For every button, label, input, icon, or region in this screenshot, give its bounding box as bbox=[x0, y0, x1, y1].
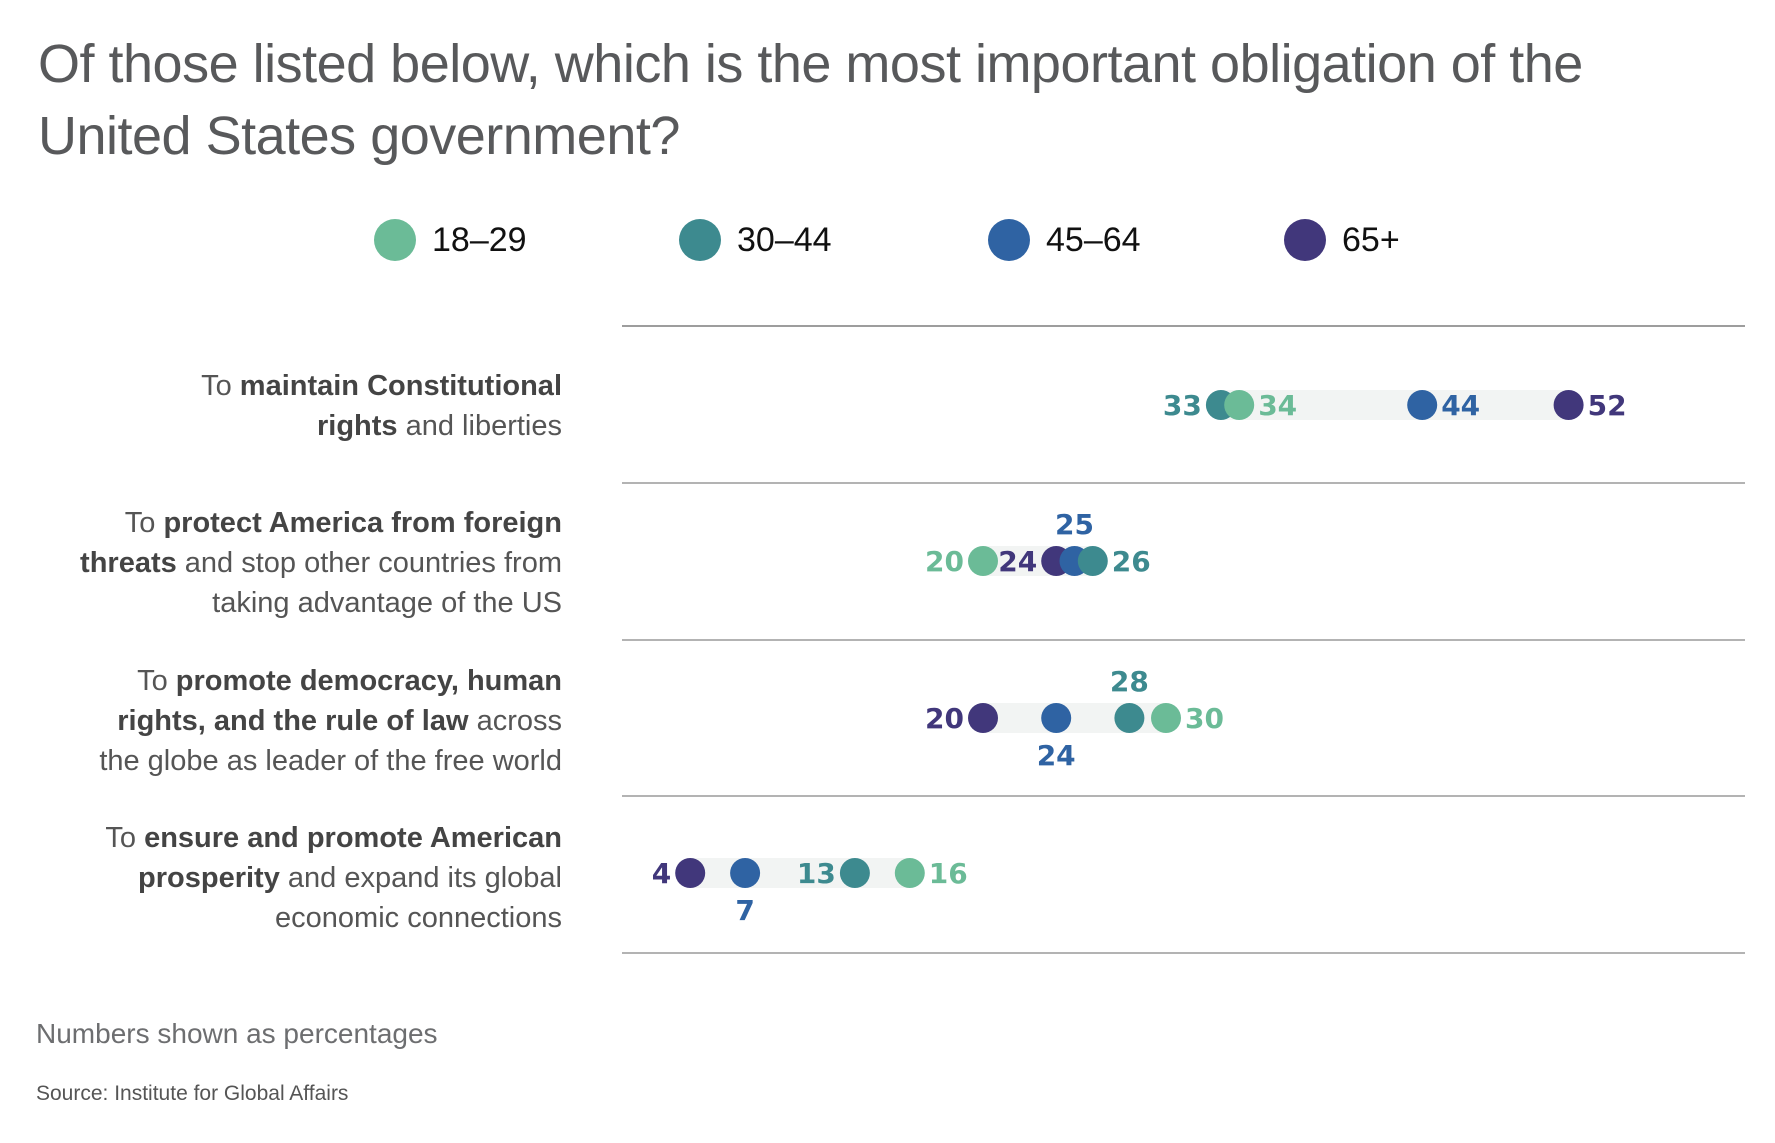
data-dot-18-29 bbox=[968, 546, 998, 576]
legend-label: 30–44 bbox=[737, 220, 832, 259]
data-label: 7 bbox=[735, 894, 754, 927]
row-label-bold-text: rights bbox=[317, 410, 398, 442]
data-dot-65- bbox=[675, 858, 706, 888]
row-label-line: rights, and the rule of law across bbox=[2, 701, 562, 741]
data-label: 25 bbox=[1055, 508, 1094, 541]
data-label: 20 bbox=[925, 702, 964, 735]
row-label-text: To bbox=[201, 370, 240, 402]
chart-title: Of those listed below, which is the most… bbox=[38, 28, 1688, 172]
row-label-bold-text: prosperity bbox=[138, 862, 280, 894]
source-note: Source: Institute for Global Affairs bbox=[36, 1082, 349, 1105]
row-label-line: prosperity and expand its global bbox=[2, 858, 562, 898]
row-label-line: To ensure and promote American bbox=[2, 818, 562, 858]
legend-dot-icon bbox=[988, 219, 1030, 261]
data-label: 52 bbox=[1588, 389, 1627, 422]
row-label-democracy: To promote democracy, human rights, and t… bbox=[2, 661, 562, 781]
row-label-text: across bbox=[468, 705, 562, 737]
data-dot-18-29 bbox=[894, 858, 925, 888]
row-label-line: To promote democracy, human bbox=[2, 661, 562, 701]
row-label-text: To bbox=[105, 822, 145, 854]
data-dot-30-44 bbox=[1114, 703, 1145, 733]
row-label-line: To maintain Constitutional bbox=[2, 366, 562, 406]
row-label-text: taking advantage of the US bbox=[212, 587, 562, 619]
data-dot-30-44 bbox=[1077, 546, 1108, 576]
legend-dot-icon bbox=[1284, 219, 1326, 261]
data-dot-18-29 bbox=[1224, 390, 1255, 420]
title-line-2: United States government? bbox=[38, 106, 680, 166]
row-label-line: rights and liberties bbox=[2, 406, 562, 446]
data-label: 4 bbox=[652, 857, 671, 890]
row-label-foreign-threats: To protect America from foreign threats a… bbox=[2, 503, 562, 623]
footnote: Numbers shown as percentages bbox=[36, 1018, 438, 1049]
title-line-1: Of those listed below, which is the most… bbox=[38, 34, 1583, 94]
data-label: 28 bbox=[1110, 665, 1149, 698]
data-dot-45-64 bbox=[1407, 390, 1438, 420]
row-label-text: economic connections bbox=[275, 902, 562, 934]
data-dot-45-64 bbox=[1041, 703, 1072, 733]
data-label: 20 bbox=[925, 545, 964, 578]
range-bar bbox=[690, 858, 910, 888]
data-dot-30-44 bbox=[839, 858, 870, 888]
data-label: 26 bbox=[1112, 545, 1151, 578]
row-label-bold-text: threats bbox=[80, 547, 177, 579]
row-label-prosperity: To ensure and promote American prosperity… bbox=[2, 818, 562, 938]
data-label: 24 bbox=[1037, 739, 1076, 772]
data-dot-65- bbox=[968, 703, 998, 733]
data-label: 13 bbox=[797, 857, 836, 890]
data-dot-65- bbox=[1553, 390, 1584, 420]
legend-label: 65+ bbox=[1342, 220, 1400, 259]
row-label-bold-text: ensure and promote American bbox=[144, 822, 562, 854]
data-label: 33 bbox=[1163, 389, 1202, 422]
legend-dot-icon bbox=[679, 219, 721, 261]
data-label: 24 bbox=[998, 545, 1037, 578]
row-label-text: and expand its global bbox=[279, 862, 562, 894]
row-label-line: taking advantage of the US bbox=[2, 583, 562, 623]
data-label: 44 bbox=[1441, 389, 1480, 422]
row-label-line: threats and stop other countries from bbox=[2, 543, 562, 583]
row-label-constitutional-rights: To maintain Constitutional rights and lib… bbox=[2, 366, 562, 446]
row-label-line: To protect America from foreign bbox=[2, 503, 562, 543]
row-label-line: economic connections bbox=[2, 898, 562, 938]
legend-item-30-44: 30–44 bbox=[679, 218, 832, 262]
row-label-line: the globe as leader of the free world bbox=[2, 741, 562, 781]
legend-dot-icon bbox=[374, 219, 416, 261]
row-label-text: the globe as leader of the free world bbox=[99, 745, 562, 777]
row-label-text: and stop other countries from bbox=[176, 547, 562, 579]
row-label-bold-text: rights, and the rule of law bbox=[117, 705, 469, 737]
row-label-bold-text: promote democracy, human bbox=[175, 665, 562, 697]
row-label-text: To bbox=[137, 665, 176, 697]
legend-label: 18–29 bbox=[432, 220, 527, 259]
legend-item-45-64: 45–64 bbox=[988, 218, 1141, 262]
data-dot-45-64 bbox=[730, 858, 761, 888]
row-label-bold-text: protect America from foreign bbox=[163, 507, 562, 539]
legend-label: 45–64 bbox=[1046, 220, 1141, 259]
row-label-text: and liberties bbox=[397, 410, 562, 442]
row-label-bold-text: maintain Constitutional bbox=[239, 370, 562, 402]
data-label: 34 bbox=[1258, 389, 1297, 422]
row-label-text: To bbox=[124, 507, 164, 539]
data-label: 16 bbox=[929, 857, 968, 890]
range-bar bbox=[1220, 390, 1569, 420]
data-dot-18-29 bbox=[1151, 703, 1181, 733]
data-label: 30 bbox=[1185, 702, 1224, 735]
legend-item-18-29: 18–29 bbox=[374, 218, 527, 262]
legend-item-65-plus: 65+ bbox=[1284, 218, 1400, 262]
